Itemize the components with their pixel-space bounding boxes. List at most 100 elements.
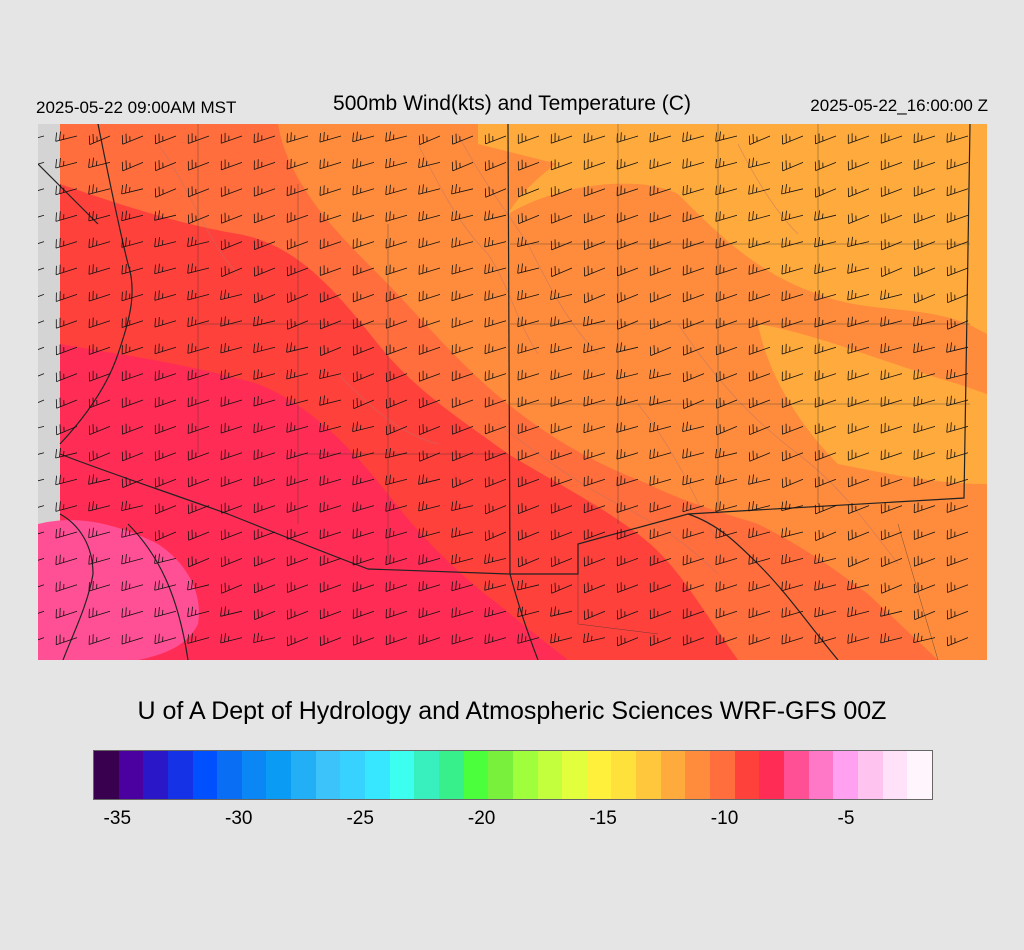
temperature-colorbar (93, 750, 933, 800)
colorbar-cell (857, 751, 883, 799)
wind-barb-icon (781, 290, 804, 302)
wind-barb-icon (484, 160, 507, 171)
wind-barb-icon (517, 343, 540, 354)
wind-barb-icon (418, 237, 441, 249)
wind-barb-icon (319, 211, 342, 223)
wind-barb-icon (220, 449, 243, 461)
wind-barb-icon (847, 213, 870, 224)
wind-barb-icon (352, 318, 375, 329)
wind-barb-icon (649, 131, 672, 143)
wind-barb-icon (352, 554, 375, 566)
colorbar-cell (167, 751, 193, 799)
wind-barb-icon (583, 369, 606, 380)
wind-barb-icon (154, 553, 177, 564)
wind-barb-icon (550, 556, 573, 567)
wind-barb-icon (253, 632, 276, 643)
wind-barb-icon (385, 501, 408, 512)
wind-barb-icon (451, 290, 474, 302)
wind-barb-icon (748, 607, 771, 619)
wind-barb-icon (187, 289, 210, 301)
wind-barb-icon (220, 396, 243, 407)
wind-barb-icon (121, 160, 144, 172)
wind-barb-icon (55, 131, 78, 142)
wind-barb-icon (187, 316, 210, 328)
wind-barb-icon (946, 132, 969, 143)
colorbar-cell (340, 751, 366, 799)
wind-barb-icon (88, 237, 111, 249)
wind-barb-icon (847, 396, 870, 408)
wind-barb-icon (187, 580, 210, 591)
colorbar-cell (217, 751, 242, 799)
wind-barb-icon (550, 529, 573, 541)
wind-barb-icon (484, 263, 507, 275)
wind-barb-icon (55, 607, 78, 619)
wind-barb-icon (319, 158, 342, 170)
wind-barb-icon (187, 476, 210, 488)
wind-barb-icon (385, 131, 408, 142)
credit-line: U of A Dept of Hydrology and Atmospheric… (137, 697, 887, 725)
wind-barb-icon (121, 423, 144, 435)
wind-barb-icon (451, 450, 474, 462)
wind-barb-icon (451, 527, 474, 538)
wind-barb-icon (682, 397, 705, 409)
wind-barb-icon (352, 528, 375, 539)
wind-barb-icon (781, 133, 804, 145)
wind-barb-icon (517, 159, 540, 171)
wind-barb-icon (814, 396, 837, 408)
wind-barb-icon (847, 369, 870, 381)
wind-barb-icon (517, 423, 540, 434)
wind-barb-icon (154, 160, 177, 171)
wind-barb-icon (550, 316, 573, 327)
wind-barb-icon (748, 474, 771, 485)
wind-barb-icon (253, 555, 276, 567)
wind-barb-icon (418, 450, 441, 462)
wind-barb-icon (55, 184, 78, 196)
wind-barb-icon (88, 501, 111, 512)
wind-barb-icon (484, 237, 507, 248)
wind-barb-icon (715, 371, 738, 382)
wind-barb-icon (880, 422, 903, 434)
wind-barb-icon (385, 344, 408, 356)
wind-barb-icon (847, 343, 870, 354)
wind-barb-icon (682, 501, 705, 513)
wind-barb-icon (682, 131, 705, 143)
wind-barb-icon (253, 265, 276, 277)
wind-barb-icon (418, 527, 441, 539)
wind-barb-icon (154, 210, 177, 221)
wind-barb-icon (847, 529, 870, 541)
wind-barb-icon (715, 634, 738, 646)
wind-barb-icon (253, 449, 276, 460)
wind-barb-icon (253, 395, 276, 407)
wind-barb-icon (748, 450, 771, 462)
wind-barb-icon (649, 555, 672, 566)
wind-barb-icon (55, 424, 78, 436)
fill-warm-north (478, 124, 987, 204)
colorbar-cell (685, 751, 711, 799)
wind-barb-icon (550, 449, 573, 461)
wind-barb-icon (352, 448, 375, 459)
wind-barb-icon (319, 131, 342, 143)
wind-barb-icon (220, 476, 243, 487)
wind-barb-icon (253, 132, 276, 144)
wind-barb-icon (451, 397, 474, 408)
wind-barb-icon (385, 581, 408, 592)
colorbar-cell (882, 751, 908, 799)
wind-barb-icon (55, 264, 78, 276)
wind-barb-icon (319, 318, 342, 330)
wind-barb-icon (451, 607, 474, 618)
wind-barb-icon (517, 289, 540, 301)
wind-barb-icon (649, 368, 672, 379)
wind-barb-icon (418, 424, 441, 435)
wind-barb-icon (748, 133, 771, 145)
wind-barb-icon (748, 634, 771, 645)
wind-barb-icon (781, 397, 804, 408)
colorbar-cell (315, 751, 341, 799)
wind-barb-icon (286, 608, 309, 620)
border-nv-ut (59, 124, 133, 445)
wind-barb-icon (715, 344, 738, 356)
wind-barb-icon (781, 477, 804, 488)
wind-barb-icon (550, 212, 573, 224)
wind-barb-icon (88, 474, 111, 485)
wind-barb-icon (814, 503, 837, 515)
wind-barb-icon (154, 450, 177, 461)
